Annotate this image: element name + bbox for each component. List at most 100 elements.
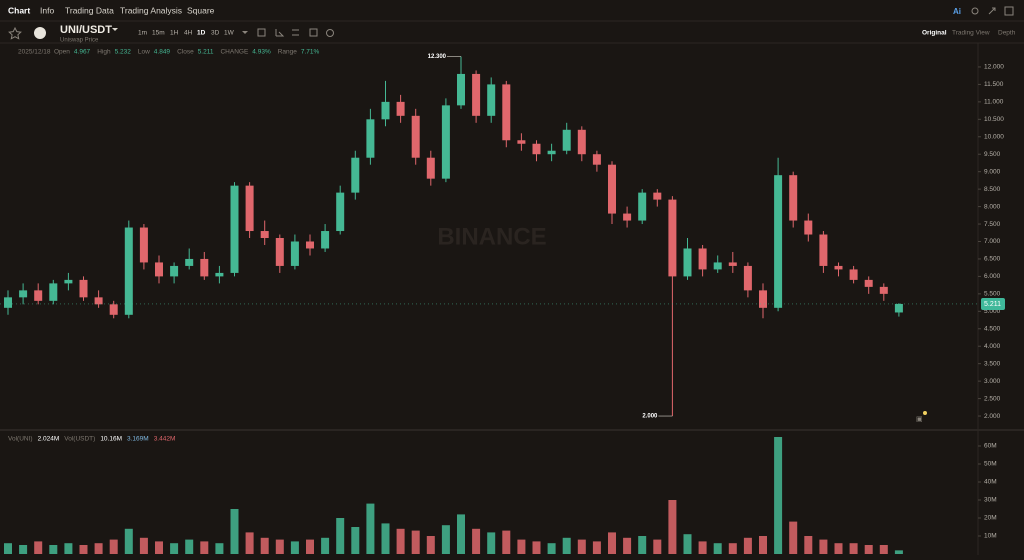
y-tick-label: 3.500 [984, 360, 1001, 367]
y-tick-label: 7.500 [984, 221, 1001, 228]
coin-icon [34, 27, 46, 39]
candle-body [4, 297, 12, 308]
star-icon[interactable] [8, 26, 22, 40]
candle-body [366, 119, 375, 158]
y-tick-label: 50M [984, 461, 997, 468]
dropdown[interactable] [242, 31, 248, 34]
candle-body [638, 192, 647, 221]
tool-icon[interactable] [275, 29, 285, 37]
tool-icons [257, 28, 334, 37]
info-label: CHANGE [220, 49, 248, 56]
camera-icon: ▣ [916, 416, 923, 423]
candle-body [155, 262, 163, 277]
y-tick-label: 10M [984, 533, 997, 540]
tab[interactable]: Chart [8, 5, 30, 15]
y-tick-label: 9.000 [984, 168, 1001, 175]
candle-body [441, 105, 450, 179]
grid-icon[interactable] [1004, 6, 1014, 16]
candle-body [245, 185, 254, 232]
volume-bar [879, 545, 888, 554]
interval[interactable]: 15m [152, 30, 165, 37]
tab[interactable]: Trading Data [65, 5, 114, 15]
volume-bar [411, 530, 420, 554]
volume-legend-item: Vol(UNI) [8, 436, 33, 443]
dropdown[interactable] [112, 28, 118, 31]
volume-bar [472, 528, 481, 554]
candle-body [411, 115, 420, 158]
view-option[interactable]: Original [922, 30, 947, 37]
volume-bar [547, 543, 556, 554]
info-label: Close [177, 49, 194, 56]
volume-bar [592, 541, 601, 554]
y-tick-label: 10.000 [984, 133, 1004, 140]
tab[interactable]: Trading Analysis [120, 5, 182, 15]
volume-bar [124, 528, 133, 554]
candle-body [260, 231, 269, 239]
candle-body [743, 265, 752, 291]
candle-body [819, 234, 828, 266]
volume-bar [381, 523, 390, 554]
interval[interactable]: 1H [170, 30, 179, 37]
y-tick-label: 6.500 [984, 256, 1001, 263]
tab[interactable]: Square [187, 5, 215, 15]
y-tick-label: 2.500 [984, 395, 1001, 402]
candle-body [426, 157, 435, 179]
y-tick-label: 8.000 [984, 203, 1001, 210]
candle-body [306, 241, 314, 249]
candle-body [472, 73, 481, 116]
volume-bar [638, 536, 647, 554]
volume-legend-item: 10.16M [100, 436, 122, 443]
candle-body [713, 262, 722, 270]
interval[interactable]: 1W [224, 30, 235, 37]
expand-icon[interactable] [988, 7, 996, 15]
candle-body [170, 265, 179, 277]
candle-body [547, 150, 556, 155]
ai-button[interactable]: Ai [953, 7, 961, 16]
volume-bar [502, 530, 511, 554]
volume-bar [441, 525, 450, 554]
y-tick-label: 7.000 [984, 238, 1001, 245]
view-option[interactable]: Trading View [952, 30, 990, 37]
candle-body [532, 143, 541, 155]
candle-body [517, 140, 526, 144]
volume-bar [34, 541, 43, 554]
volume-bar [743, 537, 752, 554]
candle-body [34, 290, 43, 301]
interval[interactable]: 1m [138, 30, 147, 37]
symbol[interactable]: UNI/USDT [60, 24, 112, 36]
y-tick-label: 3.000 [984, 378, 1001, 385]
volume-bar [517, 539, 526, 554]
volume-bar [351, 527, 360, 554]
tab[interactable]: Info [40, 5, 54, 15]
volume-bar [804, 536, 813, 554]
tool-icon[interactable] [257, 28, 266, 37]
view-option[interactable]: Depth [998, 30, 1016, 37]
candle-body [457, 73, 465, 106]
volume-legend: Vol(UNI) 2.024M Vol(USDT) 10.16M 3.169M 3.442… [8, 436, 175, 443]
candle-body [139, 227, 148, 263]
tool-icon[interactable] [309, 28, 318, 37]
volume-bar [608, 532, 616, 554]
volume-bar [457, 514, 465, 554]
y-tick-label: 20M [984, 515, 997, 522]
candle-body [124, 227, 133, 315]
candle-body [759, 290, 767, 308]
tool-icon[interactable] [292, 29, 299, 36]
interval[interactable]: 1D [197, 30, 206, 37]
info-value: 5.232 [115, 49, 132, 56]
interval[interactable]: 4H [184, 30, 193, 37]
tool-icon[interactable] [326, 29, 334, 37]
candle-body [64, 279, 73, 284]
candle-body [864, 279, 873, 287]
volume-bar [864, 545, 873, 554]
info-value: 4.849 [154, 49, 171, 56]
interval[interactable]: 3D [211, 30, 220, 37]
info-label: Range [278, 49, 298, 56]
candle-body [804, 220, 813, 235]
y-tick-label: 8.500 [984, 186, 1001, 193]
info-label: Low [138, 49, 150, 56]
y-tick-label: 30M [984, 497, 997, 504]
bell-icon[interactable] [971, 7, 979, 15]
